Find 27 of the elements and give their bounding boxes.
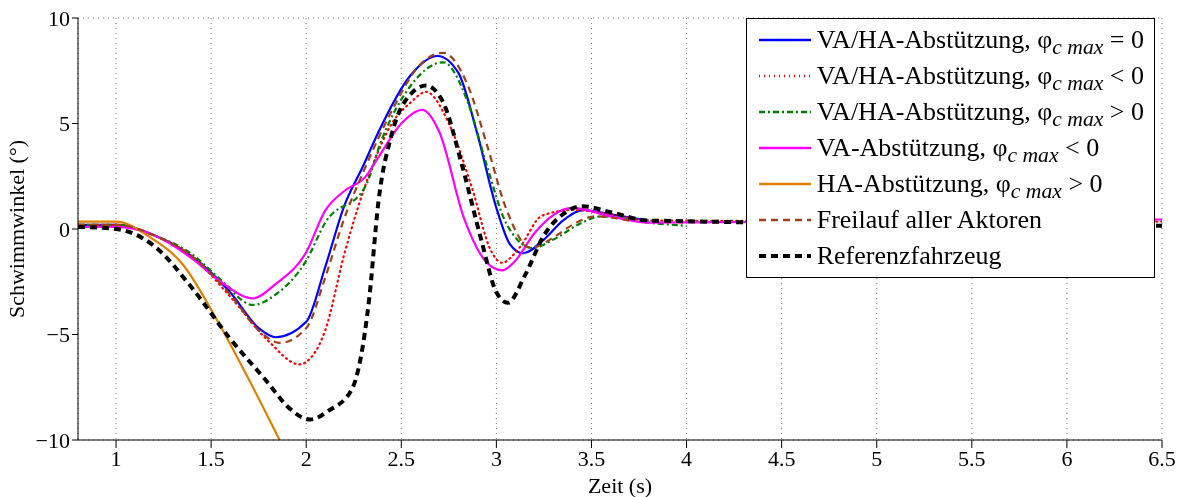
x-axis-title: Zeit (s) <box>587 473 653 497</box>
x-tick-label: 5 <box>871 445 883 471</box>
legend-label: Referenzfahrzeug <box>816 240 1002 272</box>
legend-label: VA/HA-Abstützung, φ$_{c max}$ < 0 <box>816 60 1144 96</box>
x-tick-label: 5.5 <box>958 445 986 471</box>
x-tick-label: 3.5 <box>577 445 606 471</box>
x-tick-label: 1 <box>110 445 122 471</box>
y-tick-label: −5 <box>46 322 70 348</box>
x-tick-label: 4.5 <box>767 445 796 471</box>
y-tick-label: 10 <box>48 5 70 31</box>
y-tick-label: 5 <box>59 111 70 137</box>
y-axis-title: Schwimmwinkel (°) <box>3 139 29 319</box>
y-tick-label: −10 <box>35 427 70 453</box>
x-tick-label: 6 <box>1061 445 1073 471</box>
y-tick-label: 0 <box>59 216 70 242</box>
x-tick-label: 1.5 <box>197 445 225 471</box>
x-tick-label: 6.5 <box>1148 445 1176 471</box>
legend-label: Freilauf aller Aktoren <box>816 204 1042 236</box>
legend-label: VA/HA-Abstützung, φ$_{c max}$ > 0 <box>816 96 1144 132</box>
x-tick-label: 2 <box>300 445 312 471</box>
legend-label: VA/HA-Abstützung, φ$_{c max}$ = 0 <box>816 24 1144 60</box>
legend-label: VA-Abstützung, φ$_{c max}$ < 0 <box>816 132 1100 168</box>
legend-label: HA-Abstützung, φ$_{c max}$ > 0 <box>816 168 1103 204</box>
line-series <box>78 220 281 440</box>
x-tick-label: 2.5 <box>387 445 416 471</box>
x-tick-label: 4 <box>681 445 693 471</box>
x-tick-label: 3 <box>490 445 502 471</box>
